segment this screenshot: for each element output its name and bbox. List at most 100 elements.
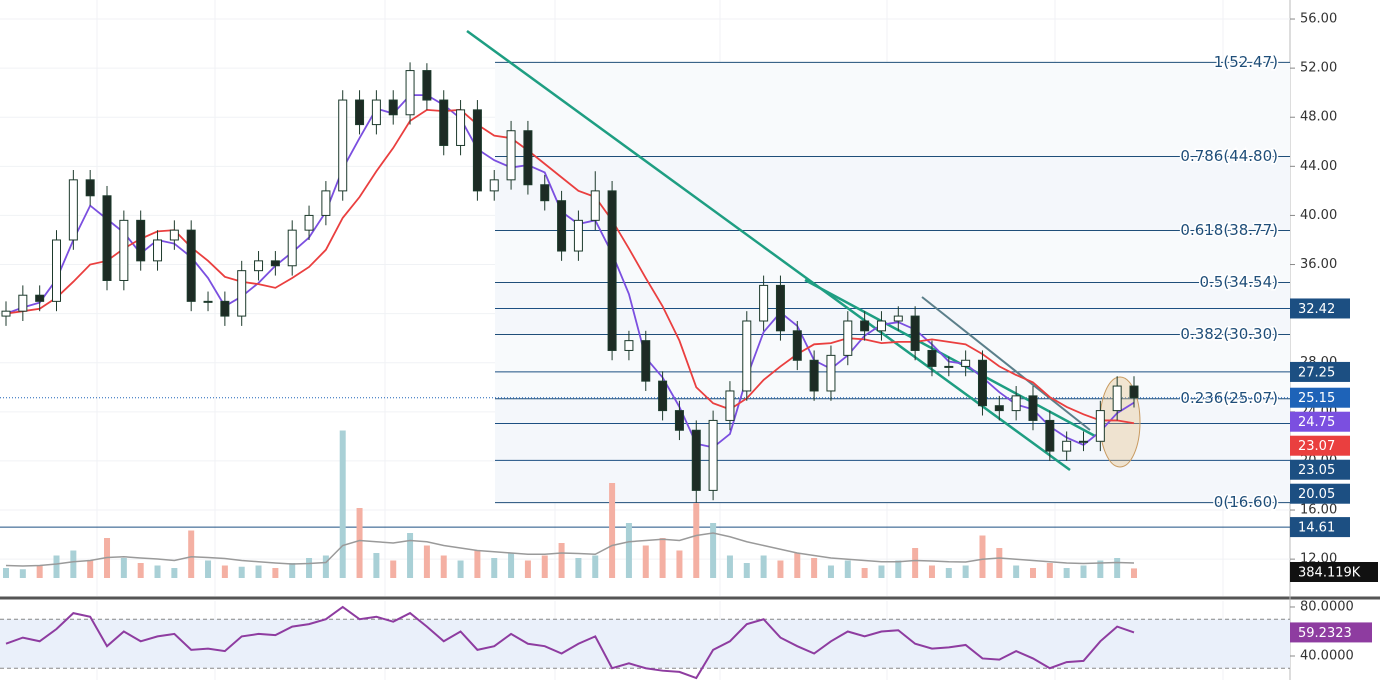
candle-body bbox=[270, 260, 280, 267]
volume-bar bbox=[878, 565, 885, 578]
volume-ma bbox=[5, 532, 1135, 567]
volume-bar bbox=[457, 560, 464, 578]
candle-body bbox=[708, 419, 718, 491]
volume-bar bbox=[1131, 568, 1137, 578]
volume-bar bbox=[221, 565, 228, 578]
y-tick-label: 36.00 bbox=[1300, 257, 1337, 272]
volume-bar bbox=[53, 555, 60, 578]
candle-body bbox=[927, 349, 937, 367]
volume-bar bbox=[120, 558, 127, 578]
candle-body bbox=[136, 219, 146, 262]
volume-bar bbox=[777, 560, 784, 578]
volume-bar bbox=[844, 560, 851, 578]
price-badge-label: 23.07 bbox=[1298, 439, 1335, 454]
candle-body bbox=[355, 99, 365, 126]
candle-body bbox=[439, 99, 449, 146]
volume-bar bbox=[272, 568, 279, 578]
candle-body bbox=[52, 239, 62, 302]
volume-bar bbox=[609, 483, 616, 578]
volume-bar bbox=[625, 523, 632, 578]
candle-body bbox=[456, 109, 466, 146]
price-badge bbox=[1290, 517, 1350, 538]
volume-bar bbox=[928, 565, 935, 578]
price-badge bbox=[1290, 459, 1350, 480]
volume-bar bbox=[255, 565, 262, 578]
candle-body bbox=[1112, 385, 1122, 412]
candle-body bbox=[775, 284, 785, 332]
price-badge-label: 27.25 bbox=[1298, 365, 1335, 380]
fib-label: 0.382(30.30) bbox=[1180, 325, 1278, 343]
candle-body bbox=[203, 300, 213, 303]
candle-body bbox=[422, 70, 432, 101]
volume-bar bbox=[373, 553, 380, 578]
price-badge bbox=[1290, 435, 1350, 456]
volume-bar bbox=[154, 565, 161, 578]
volume-bar bbox=[440, 555, 447, 578]
candle-body bbox=[540, 184, 550, 202]
price-badge-label: 25.15 bbox=[1298, 391, 1335, 406]
price-badge-label: 24.75 bbox=[1298, 415, 1335, 430]
volume-bar bbox=[508, 553, 515, 578]
candle-body bbox=[557, 200, 567, 252]
candle-body bbox=[759, 284, 769, 322]
candle-body bbox=[85, 179, 95, 197]
candle-body bbox=[371, 99, 381, 126]
volume-bar bbox=[558, 543, 565, 578]
volume-bar bbox=[205, 560, 212, 578]
volume-bar bbox=[811, 558, 818, 578]
candle-body bbox=[725, 390, 735, 421]
volume-bar bbox=[1063, 568, 1070, 578]
fib-label: 0.5(34.54) bbox=[1199, 273, 1278, 291]
volume-bar bbox=[289, 563, 296, 578]
trend-line bbox=[466, 29, 1071, 472]
y-tick-label: 52.00 bbox=[1300, 61, 1337, 76]
candle-body bbox=[691, 429, 701, 491]
price-badge bbox=[1290, 298, 1350, 319]
volume-bar bbox=[474, 550, 481, 578]
candle-body bbox=[119, 219, 129, 281]
y-tick-label: 16.00 bbox=[1300, 503, 1337, 518]
candle-body bbox=[624, 340, 634, 351]
candle-body bbox=[254, 260, 264, 272]
volume-bar bbox=[1046, 563, 1053, 578]
volume-bar bbox=[1080, 565, 1087, 578]
volume-bar bbox=[575, 558, 582, 578]
candle-body bbox=[977, 359, 987, 407]
rsi-badge-label: 59.2323 bbox=[1298, 626, 1352, 641]
candle-body bbox=[405, 70, 415, 116]
volume-bar bbox=[945, 568, 952, 578]
volume-bar bbox=[70, 550, 77, 578]
candle-body bbox=[1028, 395, 1038, 421]
volume-bar bbox=[962, 565, 969, 578]
trend-line bbox=[804, 278, 1096, 438]
volume-bar bbox=[1114, 558, 1121, 578]
fib-label: 0.786(44.80) bbox=[1180, 147, 1278, 165]
volume-bar bbox=[827, 565, 834, 578]
volume-bar bbox=[356, 508, 363, 578]
candle-body bbox=[590, 190, 600, 221]
y-tick-label: 56.00 bbox=[1300, 12, 1337, 27]
volume-bar bbox=[760, 555, 767, 578]
volume-bar bbox=[693, 503, 700, 578]
candle-body bbox=[1011, 395, 1021, 412]
candle-body bbox=[1078, 440, 1088, 443]
candle-body bbox=[1095, 410, 1105, 442]
candle-body bbox=[1129, 385, 1139, 399]
candle-body bbox=[910, 315, 920, 351]
volume-bar bbox=[912, 548, 919, 578]
candle-body bbox=[826, 354, 836, 392]
candle-body bbox=[742, 320, 752, 392]
candle-body bbox=[961, 359, 971, 367]
volume-bar bbox=[188, 530, 195, 578]
candle-body bbox=[153, 239, 163, 262]
volume-bar bbox=[1013, 565, 1020, 578]
volume-bar bbox=[3, 568, 9, 578]
volume-bar bbox=[895, 560, 902, 578]
fib-zone bbox=[495, 62, 1290, 157]
volume-bar bbox=[36, 565, 43, 578]
candle-body bbox=[35, 294, 45, 302]
candle-body bbox=[994, 405, 1004, 412]
fib-zone bbox=[495, 156, 1290, 231]
volume-bar bbox=[642, 545, 649, 578]
candle-body bbox=[304, 214, 314, 231]
